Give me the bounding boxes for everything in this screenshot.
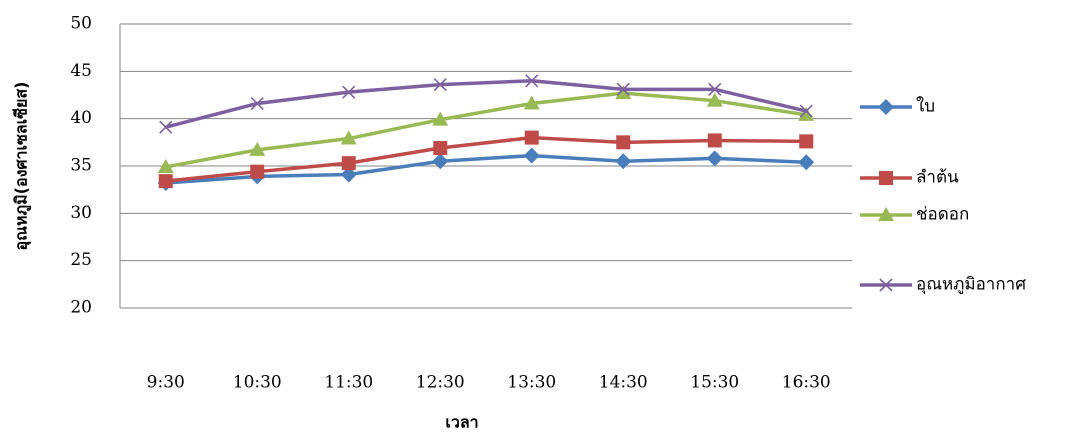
- marker: [706, 92, 723, 107]
- marker: [799, 134, 814, 149]
- marker: [159, 120, 173, 134]
- y-axis-title: อุณหภูมิ(องศาเซลเซียส): [12, 82, 33, 251]
- marker: [879, 171, 893, 185]
- marker: [707, 133, 722, 148]
- marker: [340, 166, 357, 183]
- marker: [250, 96, 264, 111]
- y-tick-label: 35: [70, 156, 92, 176]
- marker: [525, 74, 539, 88]
- legend-label: ใบ: [916, 96, 935, 117]
- marker: [878, 99, 894, 115]
- marker: [342, 85, 356, 99]
- x-tick-label: 11:30: [324, 373, 373, 393]
- marker: [878, 207, 894, 221]
- legend-label: ลำต้น: [916, 168, 959, 188]
- marker: [615, 153, 632, 170]
- marker: [523, 147, 540, 164]
- x-tick-label: 15:30: [690, 373, 739, 393]
- marker: [615, 85, 632, 100]
- x-tick-label: 10:30: [233, 373, 282, 393]
- y-tick-label: 25: [70, 250, 92, 270]
- x-tick-label: 9:30: [147, 373, 185, 393]
- x-tick-label: 16:30: [782, 373, 831, 393]
- y-tick-label: 30: [70, 203, 92, 223]
- marker: [798, 106, 815, 121]
- y-tick-label: 40: [70, 108, 92, 128]
- marker: [432, 111, 449, 126]
- x-tick-label: 14:30: [599, 373, 648, 393]
- y-tick-label: 50: [70, 14, 92, 34]
- marker: [433, 141, 448, 156]
- series-line: [165, 135, 807, 183]
- marker: [250, 164, 265, 179]
- marker: [524, 130, 539, 145]
- marker: [706, 150, 723, 167]
- marker: [708, 82, 722, 96]
- marker: [157, 158, 174, 173]
- marker: [798, 154, 815, 171]
- x-axis-title: เวลา: [445, 413, 478, 432]
- marker: [879, 278, 893, 292]
- series-line: [165, 153, 807, 185]
- marker: [799, 104, 813, 118]
- y-tick-label: 45: [70, 61, 92, 81]
- marker: [249, 141, 266, 156]
- marker: [432, 153, 449, 170]
- y-tick-label: 20: [70, 298, 92, 318]
- x-tick-label: 13:30: [507, 373, 556, 393]
- marker: [341, 156, 356, 171]
- legend-label: ช่อดอก: [916, 205, 969, 225]
- series-line: [165, 79, 807, 129]
- marker: [158, 174, 173, 189]
- legend-label: อุณหภูมิอากาศ: [916, 275, 1026, 295]
- marker: [340, 130, 357, 145]
- marker: [616, 135, 631, 150]
- x-tick-label: 12:30: [416, 373, 465, 393]
- marker: [523, 95, 540, 110]
- marker: [433, 78, 447, 92]
- marker: [616, 82, 630, 96]
- series-line: [165, 91, 807, 169]
